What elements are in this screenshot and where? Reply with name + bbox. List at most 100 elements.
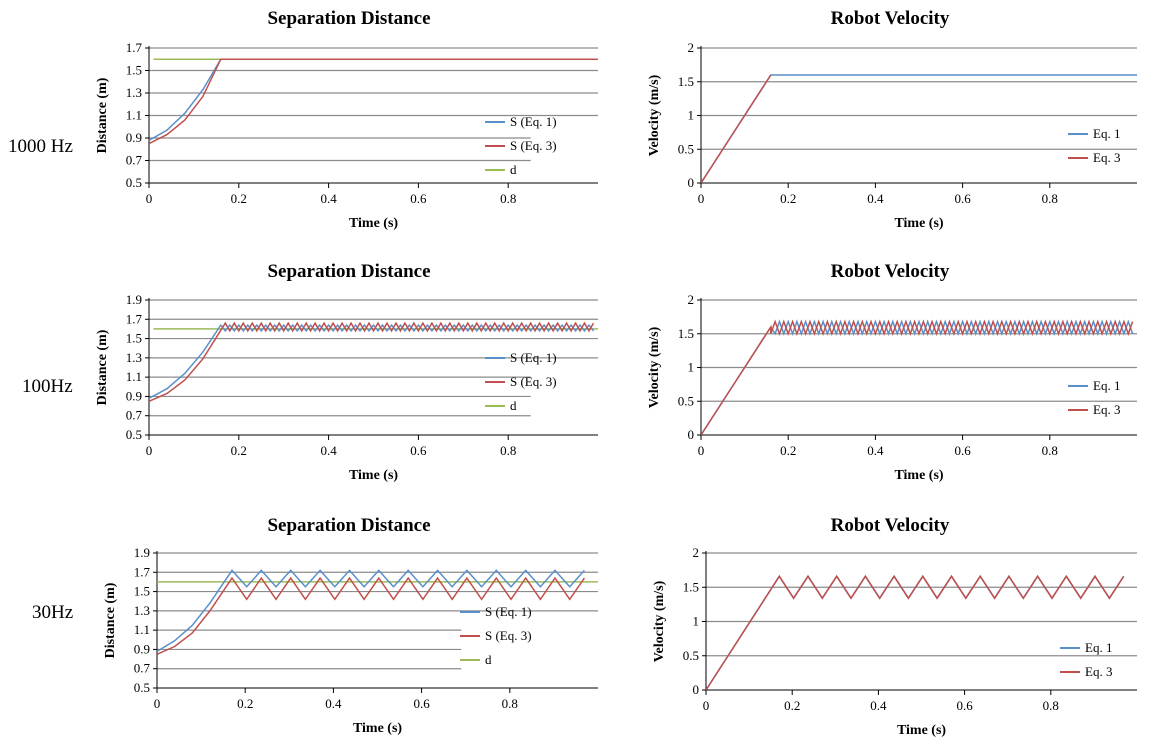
charts: Separation Distance 0.5 0.7 0.9 1.1 1.3 1.5 1.7… [95, 8, 1137, 738]
legend-label: S (Eq. 1) [510, 114, 557, 129]
series-eq-3 [701, 74, 772, 183]
y-tick-label: 0.7 [134, 661, 151, 676]
y-tick-label: 1.3 [134, 603, 150, 618]
y-axis-label: Velocity (m/s) [652, 580, 667, 662]
y-tick-label: 2 [688, 292, 695, 307]
y-tick-label: 0.5 [678, 393, 694, 408]
y-axis-label: Distance (m) [95, 77, 110, 153]
y-tick-label: 0 [688, 175, 695, 190]
y-tick-label: 1.7 [134, 564, 151, 579]
y-tick-label: 1.7 [126, 40, 143, 55]
y-tick-label: 0.9 [126, 388, 142, 403]
x-tick-label: 0.8 [1043, 698, 1059, 713]
y-tick-label: 0 [693, 682, 700, 697]
y-tick-label: 1.1 [126, 369, 142, 384]
y-tick-label: 0.5 [678, 141, 694, 156]
y-axis-label: Distance (m) [103, 582, 118, 658]
x-tick-label: 0.2 [231, 443, 247, 458]
legend-label: Eq. 1 [1085, 640, 1112, 655]
x-tick-label: 0.4 [867, 443, 884, 458]
x-axis-label: Time (s) [349, 216, 398, 231]
legend-label: S (Eq. 1) [485, 604, 532, 619]
x-axis-label: Time (s) [897, 723, 946, 738]
x-axis-label: Time (s) [349, 468, 398, 483]
x-tick-label: 0 [146, 443, 153, 458]
series-s-eq-3 [149, 321, 595, 402]
y-tick-label: 1.5 [683, 579, 699, 594]
y-tick-label: 1 [688, 108, 695, 123]
chart-title: Robot Velocity [831, 515, 950, 536]
legend-label: S (Eq. 1) [510, 350, 557, 365]
y-axis-label: Velocity (m/s) [647, 326, 662, 408]
x-tick-label: 0.4 [320, 443, 337, 458]
x-tick-label: 0.4 [867, 191, 884, 206]
chart-4: Robot Velocity 0 0.5 1 1.5 2 0 0.2 0.4 0.6 0.8 Time… [647, 261, 1137, 483]
y-tick-label: 0.9 [126, 130, 142, 145]
row-label-30hz: 30Hz [32, 602, 73, 623]
row-label-100hz: 100Hz [22, 376, 73, 397]
chart-title: Separation Distance [267, 8, 430, 29]
legend-label: S (Eq. 3) [485, 628, 532, 643]
chart-title: Robot Velocity [831, 8, 950, 29]
y-tick-label: 1.3 [126, 85, 142, 100]
x-tick-label: 0.2 [231, 191, 247, 206]
y-tick-label: 0.7 [126, 408, 143, 423]
chart-2: Robot Velocity 0 0.5 1 1.5 2 0 0.2 0.4 0.6 0.8 Time… [647, 8, 1137, 231]
y-tick-label: 1.5 [678, 326, 694, 341]
legend-label: Eq. 1 [1093, 126, 1120, 141]
legend-label: d [510, 162, 517, 177]
series-eq-3 [706, 574, 1125, 690]
x-tick-label: 0 [146, 191, 153, 206]
y-tick-label: 0.5 [683, 648, 699, 663]
series-eq-1 [701, 319, 1134, 435]
x-tick-label: 0 [154, 696, 161, 711]
y-tick-label: 1.5 [134, 584, 150, 599]
y-axis-label: Distance (m) [95, 329, 110, 405]
x-tick-label: 0.4 [870, 698, 887, 713]
y-tick-label: 1.9 [126, 292, 142, 307]
x-tick-label: 0.2 [780, 443, 796, 458]
chart-title: Separation Distance [267, 261, 430, 282]
legend-label: Eq. 3 [1093, 150, 1120, 165]
y-tick-label: 1.5 [126, 331, 142, 346]
y-tick-label: 2 [688, 40, 695, 55]
x-tick-label: 0 [698, 191, 705, 206]
series-eq-3 [701, 319, 1134, 435]
series-s-eq-1 [157, 569, 585, 653]
y-axis-label: Velocity (m/s) [647, 74, 662, 156]
y-tick-label: 1 [693, 614, 700, 629]
y-tick-label: 1 [688, 360, 695, 375]
x-axis-label: Time (s) [353, 721, 402, 736]
legend-label: Eq. 1 [1093, 378, 1120, 393]
x-tick-label: 0.4 [320, 191, 337, 206]
x-tick-label: 0.6 [956, 698, 973, 713]
y-tick-label: 0.5 [134, 680, 150, 695]
y-tick-label: 1.9 [134, 545, 150, 560]
chart-1: Separation Distance 0.5 0.7 0.9 1.1 1.3 1.5 1.7… [95, 8, 598, 231]
legend-label: Eq. 3 [1093, 402, 1120, 417]
series-s-eq-3 [149, 58, 598, 145]
y-tick-label: 1.3 [126, 350, 142, 365]
y-tick-label: 1.1 [126, 108, 142, 123]
chart-6: Robot Velocity 0 0.5 1 1.5 2 0 0.2 0.4 0.6 0.8 Time… [652, 515, 1137, 738]
legend-label: d [510, 398, 517, 413]
x-tick-label: 0.8 [500, 191, 516, 206]
series-eq-1 [701, 74, 1137, 183]
x-tick-label: 0.2 [780, 191, 796, 206]
y-tick-label: 1.7 [126, 311, 143, 326]
legend-label: d [485, 652, 492, 667]
y-tick-label: 0.9 [134, 641, 150, 656]
x-tick-label: 0.6 [410, 443, 427, 458]
y-tick-label: 1.1 [134, 622, 150, 637]
x-tick-label: 0 [698, 443, 705, 458]
x-axis-label: Time (s) [894, 216, 943, 231]
y-tick-label: 0.5 [126, 427, 142, 442]
series-s-eq-3 [157, 576, 586, 655]
x-tick-label: 0.8 [1042, 191, 1058, 206]
x-tick-label: 0.6 [413, 696, 430, 711]
row-label-1000hz: 1000 Hz [8, 136, 73, 157]
y-tick-label: 1.5 [678, 74, 694, 89]
x-tick-label: 0.2 [237, 696, 253, 711]
y-tick-label: 1.5 [126, 63, 142, 78]
